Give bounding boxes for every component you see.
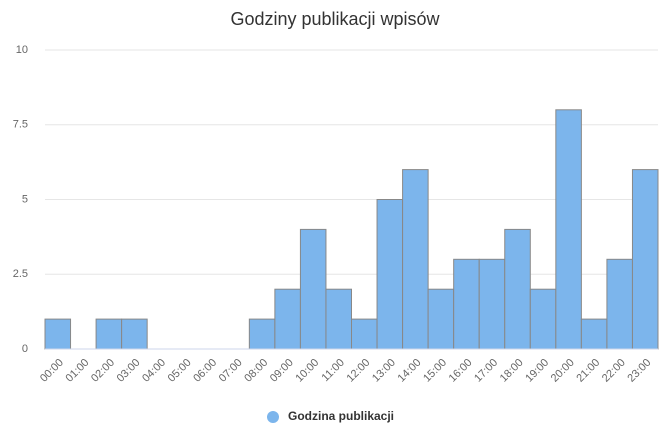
bar — [478, 258, 506, 350]
bar — [453, 258, 480, 350]
x-tick-label: 00:00 — [38, 357, 66, 385]
x-tick-label: 22:00 — [600, 357, 628, 385]
y-tick-label: 10 — [16, 44, 28, 56]
y-tick-label: 7.5 — [13, 119, 28, 131]
x-tick-label: 19:00 — [523, 357, 551, 385]
bar — [580, 318, 608, 350]
bar — [529, 288, 557, 350]
bar — [631, 169, 659, 350]
bar — [376, 199, 404, 350]
x-tick-label: 12:00 — [344, 357, 372, 385]
x-tick-label: 03:00 — [115, 357, 143, 385]
x-tick-label: 20:00 — [549, 357, 577, 385]
x-tick-label: 10:00 — [293, 357, 321, 385]
x-tick-label: 01:00 — [64, 357, 92, 385]
x-tick-label: 13:00 — [370, 357, 398, 385]
bar — [44, 318, 72, 350]
x-tick-label: 16:00 — [447, 357, 475, 385]
y-tick-label: 2.5 — [13, 268, 28, 280]
bar — [427, 288, 455, 350]
y-tick-label: 5 — [22, 193, 28, 205]
bar — [555, 109, 582, 350]
bar — [606, 258, 633, 350]
x-tick-label: 23:00 — [625, 357, 653, 385]
x-tick-label: 14:00 — [396, 357, 424, 385]
bar — [299, 228, 327, 350]
legend-label: Godzina publikacji — [288, 409, 394, 423]
bar — [95, 318, 123, 350]
bar — [402, 169, 429, 350]
x-tick-label: 02:00 — [89, 357, 117, 385]
bar — [274, 288, 301, 350]
chart-title: Godziny publikacji wpisów — [230, 9, 440, 29]
y-tick-label: 0 — [22, 343, 28, 355]
bar — [351, 318, 378, 350]
x-tick-label: 07:00 — [217, 357, 245, 385]
x-tick-label: 04:00 — [140, 357, 168, 385]
bar — [121, 318, 148, 350]
bar — [504, 228, 531, 350]
x-tick-label: 08:00 — [242, 357, 270, 385]
legend-marker — [267, 411, 279, 423]
x-tick-label: 11:00 — [320, 357, 347, 384]
x-tick-label: 15:00 — [421, 357, 449, 385]
x-tick-label: 06:00 — [191, 357, 219, 385]
bar — [248, 318, 276, 350]
x-tick-label: 18:00 — [498, 357, 526, 385]
x-tick-label: 17:00 — [472, 357, 500, 385]
x-tick-label: 09:00 — [268, 357, 296, 385]
x-tick-label: 21:00 — [574, 357, 602, 385]
bar — [325, 288, 353, 350]
x-tick-label: 05:00 — [166, 357, 194, 385]
